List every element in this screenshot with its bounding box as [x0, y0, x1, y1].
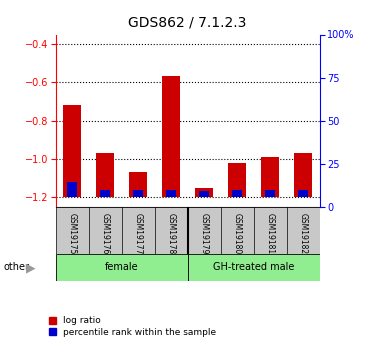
Bar [100, 190, 110, 197]
Bar [195, 188, 213, 197]
Bar [294, 153, 312, 197]
Text: GDS862 / 7.1.2.3: GDS862 / 7.1.2.3 [127, 16, 246, 30]
Text: GH-treated male: GH-treated male [213, 263, 294, 272]
Bar [188, 254, 320, 281]
Bar [56, 254, 188, 281]
Bar [298, 190, 308, 197]
Text: female: female [105, 263, 139, 272]
Bar [261, 157, 279, 197]
Text: GSM19181: GSM19181 [266, 213, 275, 254]
FancyBboxPatch shape [56, 207, 320, 254]
Text: GSM19175: GSM19175 [68, 213, 77, 254]
Text: ▶: ▶ [26, 261, 36, 274]
Bar [133, 190, 143, 197]
Bar [67, 182, 77, 197]
Bar [199, 191, 209, 197]
Text: GSM19179: GSM19179 [200, 213, 209, 254]
Bar [63, 106, 81, 197]
Bar [96, 153, 114, 197]
Bar [228, 163, 246, 197]
Bar [166, 190, 176, 197]
Bar [265, 190, 275, 197]
Bar [232, 190, 242, 197]
Legend: log ratio, percentile rank within the sample: log ratio, percentile rank within the sa… [49, 316, 216, 337]
Bar [162, 76, 180, 197]
Text: GSM19178: GSM19178 [167, 213, 176, 254]
Text: GSM19180: GSM19180 [233, 213, 242, 254]
Text: GSM19177: GSM19177 [134, 213, 143, 254]
Text: GSM19176: GSM19176 [101, 213, 110, 254]
Text: GSM19182: GSM19182 [298, 213, 308, 254]
Bar [129, 171, 147, 197]
Text: other: other [4, 263, 30, 272]
